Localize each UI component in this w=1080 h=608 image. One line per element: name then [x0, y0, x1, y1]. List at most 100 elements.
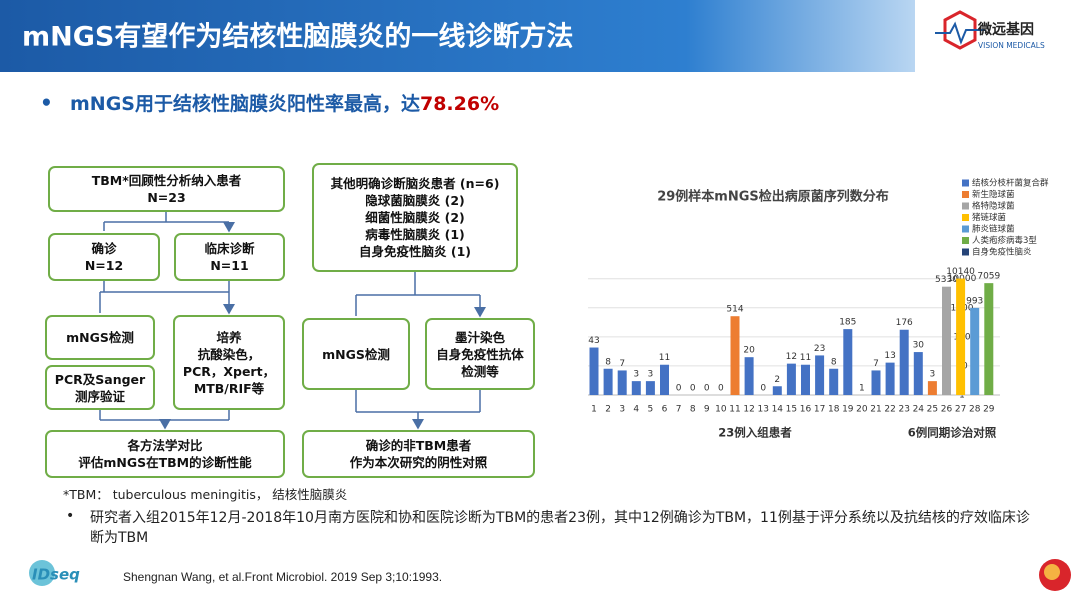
data-label: 11	[659, 353, 670, 363]
flow-text: 细菌性脑膜炎 (2)	[365, 210, 465, 225]
x-tick-label: 10	[715, 405, 727, 415]
legend-swatch	[962, 179, 969, 187]
x-tick-label: 18	[828, 405, 840, 415]
data-label: 3	[930, 370, 936, 380]
chart-title: 29例样本mNGS检出病原菌序列数分布	[657, 189, 889, 205]
x-tick-label: 2	[605, 405, 611, 415]
data-label: 30	[913, 341, 925, 351]
flow-text: 其他明确诊断脑炎患者 (n=6)	[330, 176, 500, 191]
legend-swatch	[962, 248, 969, 256]
bar	[956, 278, 966, 395]
legend-swatch	[962, 202, 969, 210]
flow-text: 培养	[216, 329, 242, 345]
bar	[984, 283, 994, 395]
flow-box: mNGS检测	[45, 315, 155, 360]
bar	[660, 364, 669, 395]
x-tick-label: 14	[772, 405, 784, 415]
data-label: 993	[966, 296, 983, 306]
data-label: 12	[786, 352, 797, 362]
flow-text: 墨汁染色	[454, 329, 505, 345]
flow-box: mNGS检测	[302, 318, 410, 390]
data-label: 176	[896, 318, 913, 328]
brain-icon-inner	[1044, 564, 1060, 580]
flow-text: 各方法学对比	[127, 438, 203, 453]
x-tick-label: 11	[729, 405, 740, 415]
legend-swatch	[962, 191, 969, 198]
bar	[815, 355, 825, 395]
data-label: 0	[704, 384, 710, 394]
bullet-dot: •	[66, 508, 75, 524]
x-tick-label: 3	[619, 405, 625, 415]
legend-label: 自身免疫性脑炎	[972, 247, 1032, 258]
bar	[744, 357, 754, 395]
flow-box: PCR及Sanger 测序验证	[45, 365, 155, 410]
x-tick-label: 27	[955, 405, 966, 415]
bullet-dot: •	[40, 91, 53, 115]
x-tick-label: 26	[941, 405, 953, 415]
flow-text: 自身免疫性脑炎 (1)	[359, 244, 471, 259]
flow-text: N=23	[147, 190, 186, 205]
data-label: 11	[800, 353, 811, 363]
data-label: 1	[859, 384, 865, 394]
flow-text: 作为本次研究的阴性对照	[349, 455, 488, 470]
flow-text: PCR及Sanger	[54, 371, 146, 387]
data-label: 0	[676, 384, 682, 394]
x-tick-label: 28	[969, 405, 981, 415]
x-tick-label: 15	[786, 405, 797, 415]
bar	[927, 381, 937, 395]
data-label: 7059	[977, 272, 1000, 282]
flow-text: 自身免疫性抗体	[436, 346, 524, 362]
flow-box: TBM*回顾性分析纳入患者 N=23	[48, 166, 285, 212]
header-title: mNGS有望作为结核性脑膜炎的一线诊断方法	[22, 21, 573, 53]
x-tick-label: 25	[927, 405, 938, 415]
flow-box: 培养 抗酸染色， PCR，Xpert， MTB/RIF等	[173, 315, 285, 410]
data-label: 20	[743, 346, 755, 356]
legend-swatch	[962, 214, 969, 221]
flow-box: 各方法学对比评估mNGS在TBM的诊断性能	[45, 430, 285, 478]
flow-text: 评估mNGS在TBM的诊断性能	[78, 455, 252, 470]
flow-text: N=12	[84, 258, 124, 273]
bar	[913, 352, 923, 395]
bar	[617, 370, 627, 395]
data-label: 0	[760, 384, 766, 394]
logo-mark	[943, 10, 977, 50]
bar	[885, 362, 895, 395]
data-label: 3	[633, 370, 639, 380]
logo-cn: 微远基因	[977, 21, 1034, 38]
flow-text: 确诊的非TBM患者	[365, 438, 472, 453]
bar	[730, 316, 740, 395]
flow-text: 临床诊断	[204, 241, 255, 256]
data-label: 5330	[935, 275, 958, 285]
idseq-logo: IDseq	[32, 566, 80, 584]
x-tick-label: 19	[842, 405, 854, 415]
bar	[899, 329, 909, 395]
legend-swatch	[962, 225, 969, 233]
flow-box: 确诊 N=12	[48, 233, 160, 281]
bar	[589, 347, 599, 395]
bar	[631, 381, 641, 395]
legend-label: 肺炎链球菌	[972, 224, 1015, 235]
flow-text: 病毒性脑膜炎 (1)	[365, 227, 465, 242]
data-label: 10140	[946, 267, 975, 277]
data-label: 8	[831, 357, 837, 367]
x-tick-label: 29	[983, 405, 995, 415]
headline-highlight: 78.26%	[420, 93, 499, 115]
bar	[801, 364, 810, 395]
x-tick-label: 4	[633, 405, 639, 415]
x-tick-label: 6	[662, 405, 668, 415]
connectors	[99, 212, 480, 428]
x-tick-label: 23	[898, 405, 909, 415]
data-label: 7	[873, 359, 879, 369]
flow-text: 测序验证	[74, 388, 125, 404]
x-tick-label: 12	[743, 405, 754, 415]
data-label: 13	[884, 351, 895, 361]
flow-box: 其他明确诊断脑炎患者 (n=6) 隐球菌脑膜炎 (2) 细菌性脑膜炎 (2) 病毒性脑…	[312, 163, 518, 272]
x-tick-label: 5	[648, 405, 654, 415]
header-bar	[0, 0, 915, 72]
data-label: 7	[619, 359, 625, 369]
flow-box: 确诊的非TBM患者作为本次研究的阴性对照	[302, 430, 535, 478]
legend-label: 人类疱疹病毒3型	[972, 235, 1037, 246]
legend-label: 格特隐球菌	[972, 201, 1015, 212]
